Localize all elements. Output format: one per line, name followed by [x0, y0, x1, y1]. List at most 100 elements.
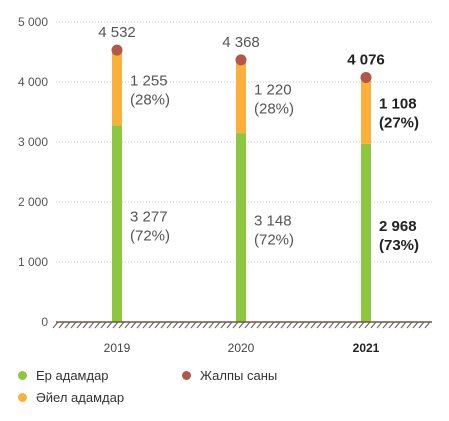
y-axis-ticks: 0 1 000 2 000 3 000 4 000 5 000 — [18, 15, 48, 329]
x-tick-label-2020: 2020 — [228, 341, 255, 355]
y-tick-label-2: 2 000 — [18, 195, 48, 209]
total-point-2020 — [235, 54, 247, 66]
baseline-hatch — [334, 321, 341, 329]
bar-women-2020 — [236, 59, 246, 134]
baseline-hatch — [64, 321, 71, 329]
baseline-hatch — [190, 321, 197, 329]
baseline-hatch — [208, 321, 215, 329]
baseline-hatch — [106, 321, 113, 329]
baseline-hatch — [418, 321, 425, 329]
baseline-hatch — [76, 321, 83, 329]
baseline-hatch — [214, 321, 221, 329]
value-label-men-2021: 2 968 — [379, 218, 417, 235]
total-label-2021: 4 076 — [347, 51, 385, 68]
value-label-men-2020: 3 148 — [254, 213, 292, 230]
percent-label-women-2020: (28%) — [254, 101, 294, 118]
baseline-hatch — [238, 321, 245, 329]
value-label-women-2020: 1 220 — [254, 82, 292, 99]
baseline-hatch — [52, 321, 59, 329]
baseline-hatch — [298, 321, 305, 329]
value-label-men-2019: 3 277 — [130, 209, 168, 226]
data-labels: 3 277 (72%) 1 255 (28%) 4 532 3 148 (72%) 1 220… — [98, 24, 419, 254]
baseline-hatch — [388, 321, 395, 329]
baseline-hatch — [154, 321, 161, 329]
baseline-hatch — [148, 321, 155, 329]
baseline-hatch — [286, 321, 293, 329]
baseline-hatch — [70, 321, 77, 329]
legend-label-men: Ер адамдар — [36, 368, 109, 383]
baseline-hatch — [262, 321, 269, 329]
baseline-hatch — [226, 321, 233, 329]
value-label-women-2021: 1 108 — [379, 96, 417, 113]
bars — [111, 44, 372, 322]
x-tick-label-2019: 2019 — [104, 341, 131, 355]
legend-swatch-women — [18, 393, 27, 402]
legend-item-women: Әйел адамдар — [18, 390, 124, 405]
baseline-hatch — [352, 321, 359, 329]
bar-men-2021 — [361, 143, 371, 322]
bar-men-2019 — [112, 125, 122, 322]
baseline-hatch — [340, 321, 347, 329]
percent-label-women-2019: (28%) — [130, 92, 170, 109]
baseline-hatch — [322, 321, 329, 329]
baseline-hatch — [256, 321, 263, 329]
baseline-hatch — [400, 321, 407, 329]
legend-label-women: Әйел адамдар — [36, 390, 125, 405]
bar-women-2021 — [361, 77, 371, 144]
baseline-hatch — [88, 321, 95, 329]
baseline-hatch — [280, 321, 287, 329]
total-label-2020: 4 368 — [222, 34, 260, 51]
bar-men-2020 — [236, 133, 246, 322]
baseline-hatch — [202, 321, 209, 329]
baseline-hatch — [160, 321, 167, 329]
baseline-hatch — [82, 321, 89, 329]
baseline-hatch — [100, 321, 107, 329]
baseline-hatch — [112, 321, 119, 329]
baseline-hatch — [346, 321, 353, 329]
baseline-hatch — [394, 321, 401, 329]
x-axis-ticks: 2019 2020 2021 — [104, 341, 380, 355]
baseline-hatch — [382, 321, 389, 329]
value-label-women-2019: 1 255 — [130, 73, 168, 90]
baseline-hatch — [232, 321, 239, 329]
baseline-hatch — [130, 321, 137, 329]
baseline-hatch — [424, 321, 431, 329]
legend-item-total: Жалпы саны — [182, 368, 277, 383]
baseline-hatch — [370, 321, 377, 329]
chart-area: 0 1 000 2 000 3 000 4 000 5 000 3 277 (72%) 1 2… — [18, 15, 432, 355]
baseline-hatch — [376, 321, 383, 329]
percent-label-men-2021: (73%) — [379, 237, 419, 254]
baseline-hatch — [58, 321, 65, 329]
baseline-hatch — [412, 321, 419, 329]
percent-label-women-2021: (27%) — [379, 115, 419, 132]
baseline-hatch — [136, 321, 143, 329]
total-point-2019 — [111, 44, 123, 56]
baseline-hatch — [310, 321, 317, 329]
bar-women-2019 — [112, 50, 122, 126]
baseline-hatch — [250, 321, 257, 329]
x-tick-label-2021: 2021 — [353, 341, 380, 355]
x-axis-baseline — [52, 321, 432, 329]
baseline-hatch — [94, 321, 101, 329]
baseline-hatch — [364, 321, 371, 329]
baseline-hatch — [304, 321, 311, 329]
total-label-2019: 4 532 — [98, 24, 136, 41]
total-point-2021 — [360, 71, 372, 83]
baseline-hatch — [244, 321, 251, 329]
percent-label-men-2019: (72%) — [130, 228, 170, 245]
baseline-hatch — [274, 321, 281, 329]
baseline-hatch — [172, 321, 179, 329]
baseline-hatch — [166, 321, 173, 329]
baseline-hatch — [118, 321, 125, 329]
baseline-hatch — [220, 321, 227, 329]
y-tick-label-5: 5 000 — [18, 15, 48, 29]
baseline-hatch — [316, 321, 323, 329]
legend-label-total: Жалпы саны — [200, 368, 278, 383]
baseline-hatch — [358, 321, 365, 329]
baseline-hatch — [196, 321, 203, 329]
baseline-hatch — [124, 321, 131, 329]
baseline-hatch — [328, 321, 335, 329]
legend-swatch-men — [18, 371, 27, 380]
y-tick-label-4: 4 000 — [18, 75, 48, 89]
baseline-hatch — [184, 321, 191, 329]
